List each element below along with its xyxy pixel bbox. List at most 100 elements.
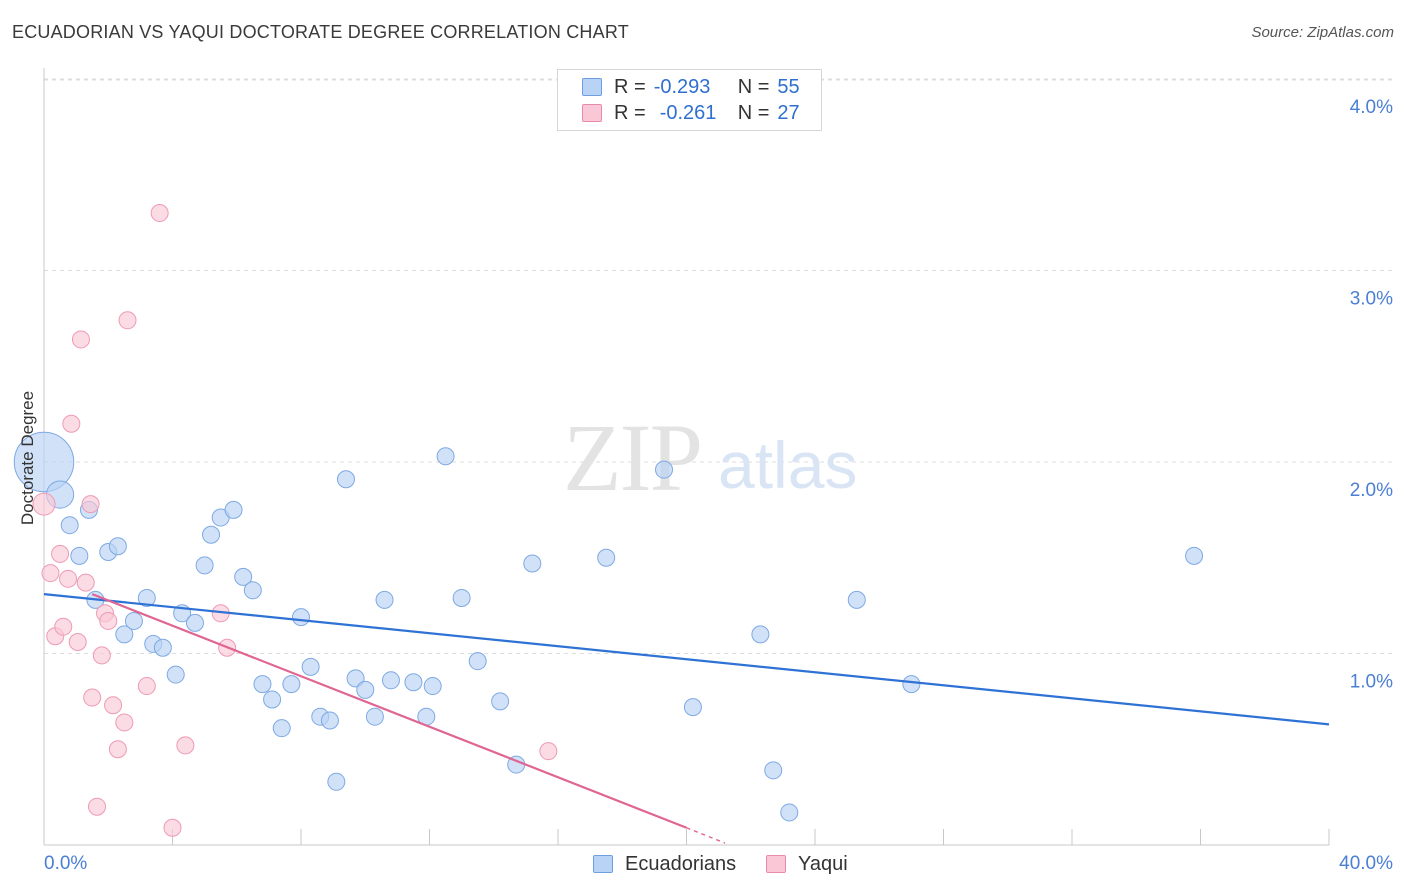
trend-line-yaqui — [91, 593, 687, 829]
ecuadorian-point — [224, 500, 243, 519]
ecuadorian-point — [1185, 546, 1204, 565]
ecuadorian-point — [124, 611, 143, 630]
trend-line-ecuadorians — [43, 593, 1330, 726]
ecuadorian-point — [423, 677, 442, 696]
ecuadorian-point — [115, 625, 134, 644]
yaqui-point — [81, 495, 100, 514]
yaqui-point — [176, 736, 195, 755]
ecuadorian-point — [301, 657, 320, 676]
yaqui-point — [115, 713, 134, 732]
legend-n-value: 55 — [777, 75, 800, 98]
ecuadorian-point — [13, 431, 75, 493]
ecuadorian-point — [751, 625, 770, 644]
legend-n-label: N = — [737, 75, 770, 98]
yaqui-point — [71, 330, 90, 349]
legend-n-label: N = — [737, 101, 770, 124]
yaqui-point — [68, 633, 87, 652]
ecuadorian-point — [202, 525, 221, 544]
legend-n-value: 27 — [777, 101, 800, 124]
ecuadorian-point — [60, 516, 79, 535]
ecuadorian-point — [683, 698, 702, 717]
yaqui-point — [41, 564, 60, 583]
ecuadorian-point — [234, 567, 253, 586]
ecuadorian-point — [327, 772, 346, 791]
trend-layer — [43, 593, 1330, 844]
ecuadorian-point — [70, 546, 89, 565]
ecuadorian-point — [597, 548, 616, 567]
ecuadorian-point — [243, 581, 262, 600]
ecuadorian-point — [452, 588, 471, 607]
ecuadorian-point — [436, 447, 455, 466]
y-tick-label: 4.0% — [1350, 97, 1393, 118]
ecuadorian-point — [320, 711, 339, 730]
bottom-legend-label: Ecuadorians — [625, 852, 737, 875]
yaqui-point — [88, 797, 107, 816]
ecuadorian-point — [381, 671, 400, 690]
bottom-legend-yaqui: Yaqui — [766, 852, 848, 876]
ecuadorian-point — [375, 590, 394, 609]
ecuadorian-point — [356, 680, 375, 699]
ecuadorian-point — [764, 761, 783, 780]
trend-extension-yaqui — [686, 827, 726, 844]
x-tick-label: 0.0% — [44, 853, 87, 874]
ecuadorian-point — [491, 692, 510, 711]
yaqui-point — [51, 544, 70, 563]
legend-swatch-blue — [582, 78, 602, 96]
y-tick-label: 3.0% — [1350, 289, 1393, 310]
x-tick-label: 40.0% — [1339, 853, 1393, 874]
yaqui-point — [83, 688, 102, 707]
ecuadorian-point — [195, 556, 214, 575]
legend-r-label: R = — [614, 75, 646, 98]
watermark-zip: ZIP — [563, 404, 701, 511]
ecuadorian-point — [292, 608, 310, 627]
ecuadorian-point — [902, 675, 921, 694]
points-layer — [13, 204, 1204, 837]
yaqui-point — [76, 573, 95, 592]
source-label: Source: ZipAtlas.com — [1251, 24, 1394, 41]
bottom-legend-swatch-pink — [766, 855, 786, 873]
chart-title: ECUADORIAN VS YAQUI DOCTORATE DEGREE COR… — [12, 22, 629, 42]
ecuadorian-point — [253, 675, 272, 694]
yaqui-point — [99, 611, 118, 630]
y-tick-label: 2.0% — [1350, 480, 1393, 501]
yaqui-point — [62, 414, 81, 433]
ecuadorian-point — [468, 652, 487, 671]
correlation-legend: R = -0.293 N = 55 R = -0.261 N = 27 — [557, 69, 822, 131]
ecuadorian-point — [272, 719, 291, 738]
bottom-legend-ecuadorians: Ecuadorians — [593, 852, 736, 876]
yaqui-point — [104, 696, 123, 715]
ecuadorian-point — [263, 690, 282, 709]
grid-layer — [44, 78, 1395, 654]
y-axis-label: Doctorate Degree — [18, 391, 37, 525]
bottom-legend-label: Yaqui — [798, 852, 848, 875]
ecuadorian-point — [166, 665, 185, 684]
legend-r-label: R = — [614, 101, 646, 124]
legend-swatch-pink — [582, 104, 602, 122]
ecuadorian-point — [346, 669, 365, 688]
ecuadorian-point — [153, 638, 172, 657]
legend-row-ecuadorians: R = -0.293 N = 55 — [582, 75, 800, 99]
ecuadorian-point — [847, 590, 866, 609]
yaqui-point — [539, 742, 558, 761]
legend-row-yaqui: R = -0.261 N = 27 — [582, 101, 800, 125]
bottom-legend-swatch-blue — [593, 855, 613, 873]
ecuadorian-point — [282, 675, 301, 694]
yaqui-point — [32, 492, 56, 516]
yaqui-point — [118, 311, 137, 330]
yaqui-point — [54, 617, 73, 636]
yaqui-point — [163, 818, 182, 837]
yaqui-point — [108, 740, 127, 759]
ecuadorian-point — [365, 707, 384, 726]
ecuadorian-point — [404, 673, 423, 692]
y-tick-label: 1.0% — [1350, 672, 1393, 693]
yaqui-point — [150, 204, 169, 223]
ecuadorian-point — [655, 460, 674, 479]
yaqui-point — [137, 677, 156, 696]
yaqui-point — [92, 646, 111, 665]
ecuadorian-point — [336, 470, 355, 489]
tick-labels: 1.0% 2.0% 3.0% 4.0% 0.0% 40.0% — [44, 97, 1393, 874]
legend-r-value: -0.293 — [653, 75, 711, 98]
ecuadorian-point — [523, 554, 542, 573]
ecuadorian-point — [185, 613, 204, 632]
